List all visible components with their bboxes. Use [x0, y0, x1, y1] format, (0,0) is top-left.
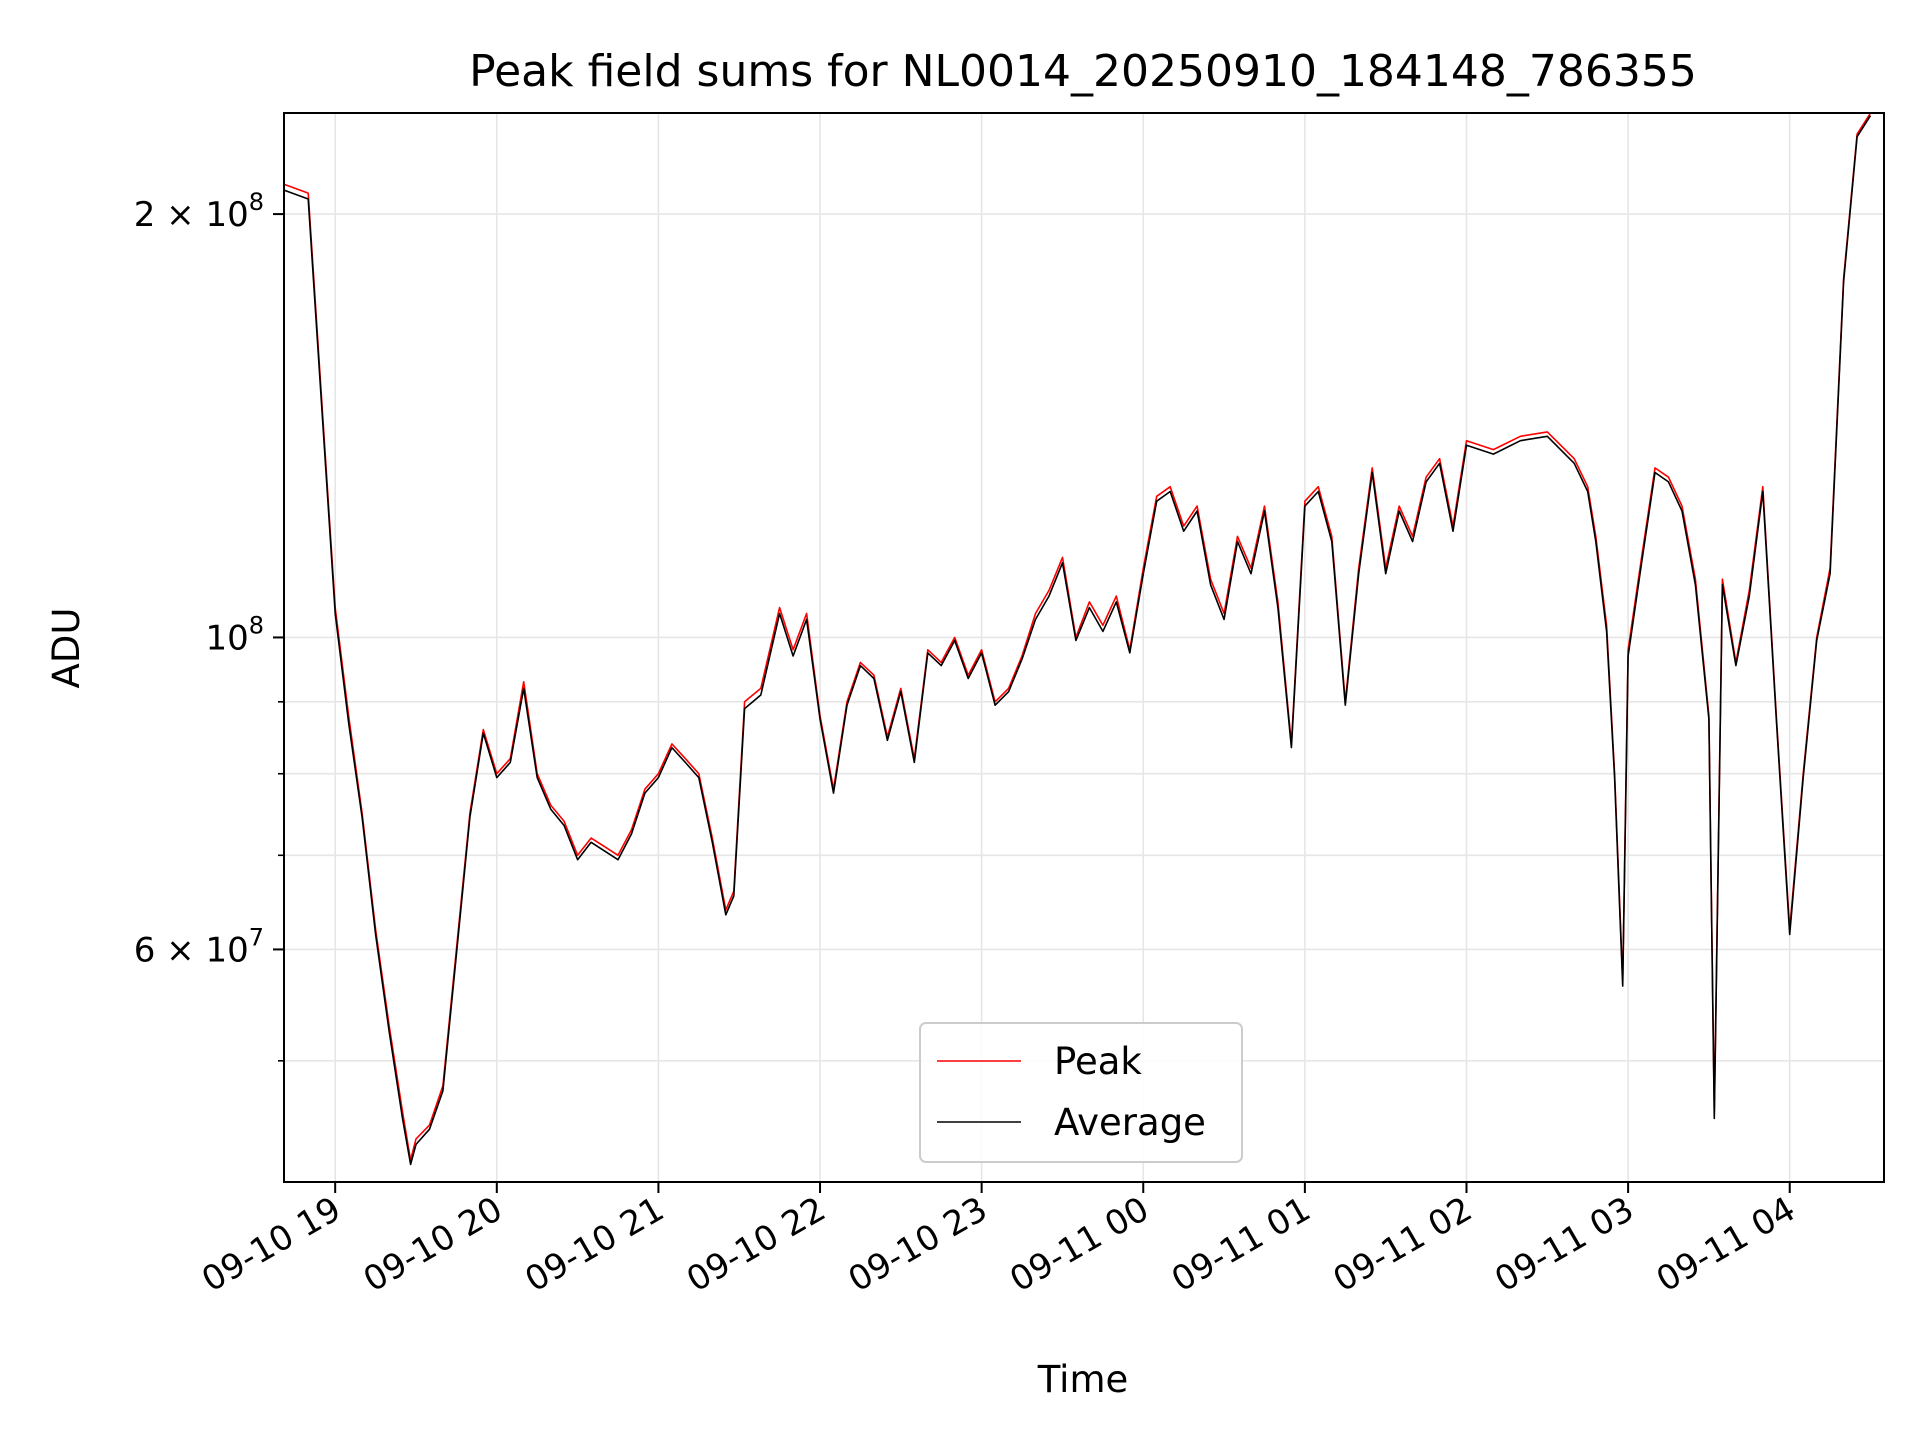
legend-label-peak: Peak — [1054, 1040, 1142, 1083]
y-tick-label: 108 — [205, 611, 264, 658]
plot-frame — [283, 112, 1885, 1183]
y-tick-label: 2 × 108 — [134, 188, 264, 235]
legend-box — [919, 1022, 1243, 1163]
legend: Peak Average — [919, 1022, 1243, 1163]
y-axis-label: ADU — [45, 608, 88, 689]
series-line-average — [283, 115, 1872, 1166]
chart-title: Peak field sums for NL0014_20250910_1841… — [469, 46, 1697, 97]
y-tick-label: 6 × 107 — [134, 923, 264, 970]
legend-label-average: Average — [1054, 1101, 1206, 1144]
plot-area — [283, 112, 1872, 1166]
x-axis-label: Time — [1037, 1358, 1129, 1401]
y-axis: 6 × 107 108 2 × 108 — [134, 188, 284, 1062]
